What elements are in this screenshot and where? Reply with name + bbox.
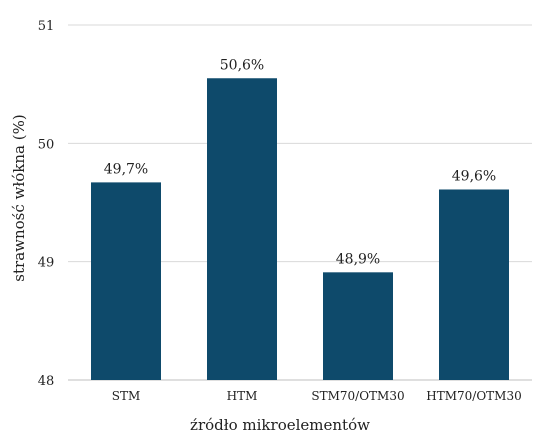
x-tick-label: STM70/OTM30 <box>311 389 404 403</box>
x-axis-title: źródło mikroelementów <box>190 416 370 434</box>
data-label: 49,7% <box>104 161 148 177</box>
y-tick-label: 48 <box>38 374 55 389</box>
bar <box>439 189 509 380</box>
data-label: 50,6% <box>220 57 264 73</box>
y-axis-ticks: 48 49 50 51 <box>38 19 55 389</box>
data-labels: 49,7% 50,6% 48,9% 49,6% <box>104 57 496 267</box>
bars <box>91 78 509 380</box>
data-label: 48,9% <box>336 251 380 267</box>
x-tick-label: STM <box>112 389 141 403</box>
x-axis-ticks: STM HTM STM70/OTM30 HTM70/OTM30 <box>112 389 522 403</box>
bar <box>323 272 393 380</box>
bar <box>91 182 161 380</box>
bar <box>207 78 277 380</box>
x-tick-label: HTM <box>227 389 258 403</box>
y-tick-label: 51 <box>38 19 55 34</box>
data-label: 49,6% <box>452 168 496 184</box>
y-tick-label: 50 <box>38 137 55 152</box>
x-tick-label: HTM70/OTM30 <box>426 389 521 403</box>
y-axis-title: strawność włókna (%) <box>10 114 28 281</box>
y-tick-label: 49 <box>38 256 55 271</box>
